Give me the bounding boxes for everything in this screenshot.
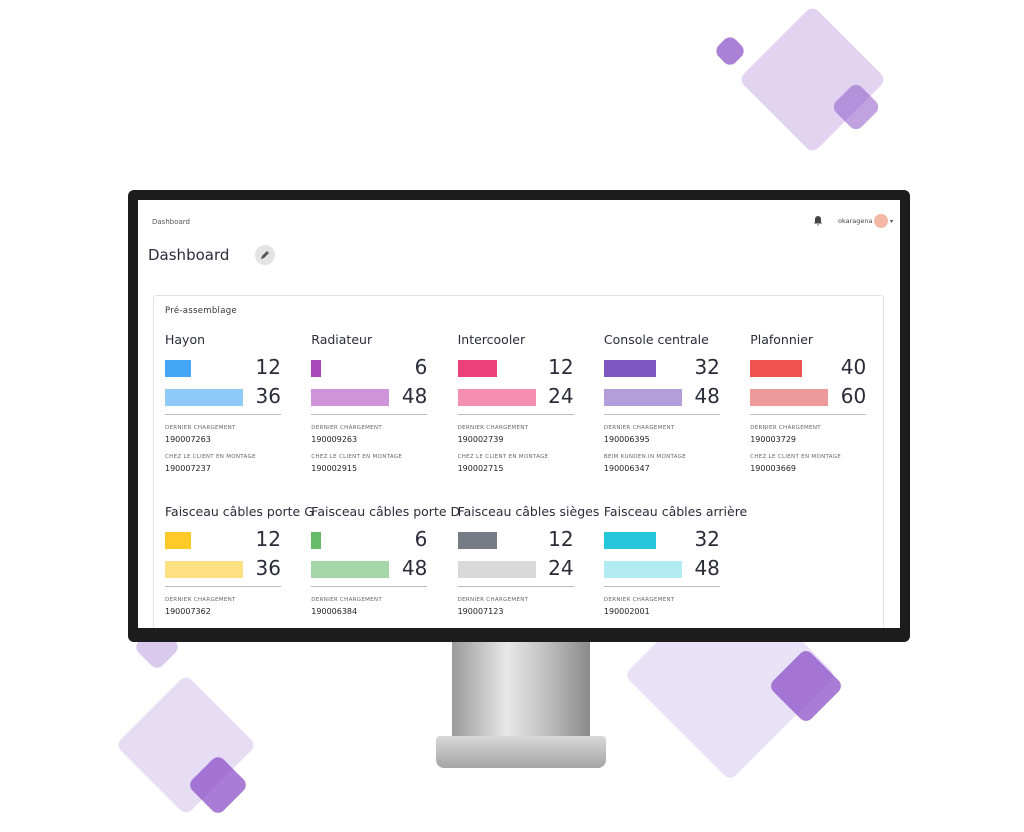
divider <box>165 414 281 415</box>
value-number: 6 <box>414 527 428 551</box>
divider <box>457 414 574 415</box>
divider <box>603 586 720 587</box>
edit-button[interactable] <box>255 245 275 265</box>
value-number: 60 <box>840 384 867 408</box>
card-title: Faisceau câbles sièges <box>457 504 600 519</box>
value-bar <box>457 561 536 578</box>
screen: Dashboard okaragena ▾ Dashboard Pré-asse… <box>138 200 900 628</box>
value-number: 32 <box>694 355 720 379</box>
divider <box>311 414 428 415</box>
value-number: 32 <box>694 527 720 551</box>
value-bar <box>750 389 829 406</box>
card-title: Faisceau câbles arrière <box>603 504 748 519</box>
value-number: 48 <box>694 556 720 580</box>
value-bar <box>311 561 390 578</box>
value-bar <box>750 360 803 377</box>
value-number: 48 <box>694 384 720 408</box>
divider <box>603 414 720 415</box>
value-number: 48 <box>401 384 428 408</box>
card-title: Console centrale <box>603 332 709 347</box>
section-panel: Pré-assemblage Hayon 12 36 DERNIER CHARGEME… <box>153 295 884 628</box>
field-label: CHEZ LE CLIENT EN MONTAGE <box>165 454 256 460</box>
value-number: 12 <box>548 527 574 551</box>
field-label: CHEZ LE CLIENT EN MONTAGE <box>750 454 842 460</box>
field-value: 190006347 <box>603 464 650 473</box>
value-bar <box>457 532 497 549</box>
bell-icon[interactable] <box>812 215 824 227</box>
value-number: 6 <box>414 355 428 379</box>
field-label: CHEZ LE CLIENT EN MONTAGE <box>457 454 549 460</box>
value-bar <box>603 532 656 549</box>
field-label: DERNIER CHARGEMENT <box>750 425 821 431</box>
field-label: DERNIER CHARGEMENT <box>165 597 236 603</box>
value-number: 36 <box>255 384 281 408</box>
value-bar <box>165 389 243 406</box>
dropdown-caret[interactable]: ▾ <box>890 218 894 225</box>
field-label: DERNIER CHARGEMENT <box>457 597 529 603</box>
decor <box>738 5 887 154</box>
card-title: Hayon <box>165 332 206 347</box>
decor <box>713 34 747 68</box>
value-bar <box>311 532 322 549</box>
field-label: DERNIER CHARGEMENT <box>311 597 383 603</box>
field-label: DERNIER CHARGEMENT <box>603 425 675 431</box>
value-bar <box>603 561 682 578</box>
value-bar <box>311 389 390 406</box>
value-bar <box>457 389 536 406</box>
value-bar <box>603 389 682 406</box>
card-title: Faisceau câbles porte G <box>165 504 314 519</box>
value-bar <box>603 360 656 377</box>
field-label: BEIM KUNDEN IN MONTAGE <box>603 454 687 460</box>
card-title: Faisceau câbles porte D <box>311 504 461 519</box>
card-title: Plafonnier <box>750 332 814 347</box>
stand-base <box>436 736 606 768</box>
divider <box>750 414 867 415</box>
stand-neck <box>452 640 590 738</box>
divider <box>457 586 574 587</box>
field-value: 190002715 <box>457 464 504 473</box>
value-number: 48 <box>401 556 428 580</box>
field-value: 190002739 <box>457 435 504 444</box>
divider <box>311 586 428 587</box>
field-value: 190003669 <box>750 464 796 473</box>
value-number: 12 <box>255 527 281 551</box>
field-label: CHEZ LE CLIENT EN MONTAGE <box>311 454 403 460</box>
value-bar <box>165 360 191 377</box>
field-value: 190006395 <box>603 435 650 444</box>
field-label: DERNIER CHARGEMENT <box>603 597 675 603</box>
value-bar <box>311 360 322 377</box>
value-number: 12 <box>548 355 574 379</box>
value-number: 12 <box>255 355 281 379</box>
page-title: Dashboard <box>148 246 230 264</box>
field-value: 190009263 <box>311 435 358 444</box>
value-bar <box>165 532 191 549</box>
field-value: 190003729 <box>750 435 796 444</box>
field-value: 190002915 <box>311 464 358 473</box>
value-number: 36 <box>255 556 281 580</box>
field-value: 190007237 <box>165 464 211 473</box>
field-value: 190007123 <box>457 607 504 616</box>
field-value: 190007362 <box>165 607 211 616</box>
card-title: Intercooler <box>457 332 526 347</box>
card-title: Radiateur <box>311 332 373 347</box>
breadcrumb[interactable]: Dashboard <box>152 218 190 226</box>
value-number: 24 <box>548 384 574 408</box>
field-value: 190007263 <box>165 435 211 444</box>
value-number: 40 <box>840 355 867 379</box>
value-bar <box>165 561 243 578</box>
section-title: Pré-assemblage <box>165 306 237 316</box>
field-label: DERNIER CHARGEMENT <box>165 425 236 431</box>
value-bar <box>457 360 497 377</box>
field-value: 190006384 <box>311 607 358 616</box>
user-name[interactable]: okaragena <box>838 217 873 225</box>
field-value: 190002001 <box>603 607 650 616</box>
value-number: 24 <box>548 556 574 580</box>
field-label: DERNIER CHARGEMENT <box>311 425 383 431</box>
field-label: DERNIER CHARGEMENT <box>457 425 529 431</box>
divider <box>165 586 281 587</box>
avatar[interactable] <box>874 214 888 228</box>
